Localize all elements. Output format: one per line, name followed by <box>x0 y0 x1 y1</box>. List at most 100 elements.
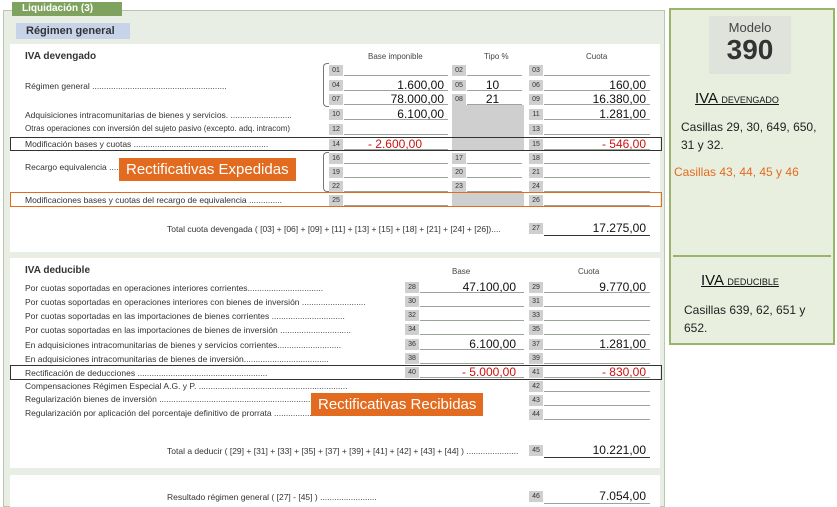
code-40: 40 <box>405 367 419 378</box>
field-42[interactable] <box>544 380 650 392</box>
field-14[interactable]: - 2.600,00 <box>344 138 448 150</box>
field-25[interactable] <box>344 194 448 206</box>
field-06[interactable]: 160,00 <box>544 79 650 91</box>
field-27[interactable]: 17.275,00 <box>544 222 650 236</box>
code-37: 37 <box>529 339 543 350</box>
field-11[interactable]: 1.281,00 <box>544 108 650 120</box>
code-04: 04 <box>329 80 343 91</box>
info-devengado-casillas: Casillas 29, 30, 649, 650, 31 y 32. <box>681 120 817 152</box>
field-38[interactable] <box>420 352 524 364</box>
field-18[interactable] <box>544 152 650 164</box>
code-42: 42 <box>529 381 543 392</box>
field-12[interactable] <box>344 123 448 135</box>
field-45[interactable]: 10.221,00 <box>544 444 650 458</box>
field-04[interactable]: 1.600,00 <box>344 79 448 91</box>
highlight-rectificacion-deducciones <box>10 365 662 380</box>
label-modif-recargo: Modificaciones bases y cuotas del recarg… <box>25 195 283 205</box>
field-44[interactable] <box>544 408 650 420</box>
label-regimen-general: Régimen general ........................… <box>25 81 227 91</box>
field-31[interactable] <box>544 295 650 307</box>
code-22: 22 <box>329 181 343 192</box>
code-39: 39 <box>529 353 543 364</box>
col-base: Base <box>452 267 471 276</box>
info-devengado-title: IVA devengado <box>695 90 779 107</box>
field-16[interactable] <box>344 152 448 164</box>
field-28[interactable]: 47.100,00 <box>420 281 524 293</box>
field-17[interactable] <box>467 152 522 164</box>
code-25: 25 <box>329 195 343 206</box>
code-34: 34 <box>405 324 419 335</box>
code-16: 16 <box>329 153 343 164</box>
code-08: 08 <box>452 94 466 105</box>
code-05: 05 <box>452 80 466 91</box>
field-33[interactable] <box>544 309 650 321</box>
label-adquisiciones: Adquisiciones intracomunitarias de biene… <box>25 110 292 120</box>
field-19[interactable] <box>344 166 448 178</box>
code-44: 44 <box>529 409 543 420</box>
tab-liquidacion[interactable]: Liquidación (3) <box>12 2 122 16</box>
field-01[interactable] <box>344 64 448 76</box>
label-total-devengada: Total cuota devengada ( [03] + [06] + [0… <box>167 224 501 234</box>
field-05[interactable]: 10 <box>467 79 522 91</box>
field-43[interactable] <box>544 394 650 406</box>
col-cuota: Cuota <box>586 52 608 61</box>
devengado-title: IVA devengado <box>25 51 97 62</box>
field-35[interactable] <box>544 323 650 335</box>
field-10[interactable]: 6.100,00 <box>344 108 448 120</box>
grey-tipo-col <box>452 105 524 151</box>
grey-tipo-col-lower <box>452 193 524 207</box>
code-06: 06 <box>529 80 543 91</box>
field-08[interactable]: 21 <box>467 93 522 105</box>
info-devengado-title-rest: devengado <box>721 91 779 106</box>
field-29[interactable]: 9.770,00 <box>544 281 650 293</box>
field-30[interactable] <box>420 295 524 307</box>
info-devengado-orange: Casillas 43, 44, 45 y 46 <box>674 165 799 179</box>
label-modificacion: Modificación bases y cuotas ............… <box>25 139 269 149</box>
field-03[interactable] <box>544 64 650 76</box>
field-46[interactable]: 7.054,00 <box>544 490 650 504</box>
code-02: 02 <box>452 65 466 76</box>
modelo-label: Modelo <box>728 20 772 35</box>
field-24[interactable] <box>544 180 650 192</box>
field-02[interactable] <box>467 64 522 76</box>
code-32: 32 <box>405 310 419 321</box>
info-deducible-title: IVA deducible <box>701 272 779 289</box>
field-37[interactable]: 1.281,00 <box>544 338 650 350</box>
code-17: 17 <box>452 153 466 164</box>
label-deducible-6: En adquisiciones intracomunitarias de bi… <box>25 354 329 364</box>
code-35: 35 <box>529 324 543 335</box>
field-22[interactable] <box>344 180 448 192</box>
field-13[interactable] <box>544 123 650 135</box>
field-34[interactable] <box>420 323 524 335</box>
label-deducible-1: Por cuotas soportadas en operaciones int… <box>25 283 324 293</box>
code-38: 38 <box>405 353 419 364</box>
label-recargo: Recargo equivalencia ................. <box>25 162 145 172</box>
code-33: 33 <box>529 310 543 321</box>
field-07[interactable]: 78.000,00 <box>344 93 448 105</box>
field-20[interactable] <box>467 166 522 178</box>
label-deducible-9: Regularización bienes de inversión .....… <box>25 394 334 404</box>
field-40[interactable]: - 5.000,00 <box>420 366 524 378</box>
field-21[interactable] <box>544 166 650 178</box>
code-27: 27 <box>529 223 543 234</box>
field-23[interactable] <box>467 180 522 192</box>
code-12: 12 <box>329 124 343 135</box>
field-36[interactable]: 6.100,00 <box>420 338 524 350</box>
code-10: 10 <box>329 109 343 120</box>
field-32[interactable] <box>420 309 524 321</box>
field-39[interactable] <box>544 352 650 364</box>
field-15[interactable]: - 546,00 <box>544 138 650 150</box>
info-deducible-casillas: Casillas 639, 62, 651 y 652. <box>684 303 806 335</box>
annotation-rectificativas-expedidas: Rectificativas Expedidas <box>119 158 296 181</box>
label-total-deducir: Total a deducir ( [29] + [31] + [33] + [… <box>167 446 519 456</box>
field-41[interactable]: - 830,00 <box>544 366 650 378</box>
code-41: 41 <box>529 367 543 378</box>
code-31: 31 <box>529 296 543 307</box>
code-46: 46 <box>529 491 543 502</box>
annotation-rectificativas-recibidas: Rectificativas Recibidas <box>311 393 484 416</box>
field-09[interactable]: 16.380,00 <box>544 93 650 105</box>
code-14: 14 <box>329 139 343 150</box>
code-45: 45 <box>529 445 543 456</box>
field-26[interactable] <box>544 194 650 206</box>
label-otras-operaciones: Otras operaciones con inversión del suje… <box>25 124 291 133</box>
